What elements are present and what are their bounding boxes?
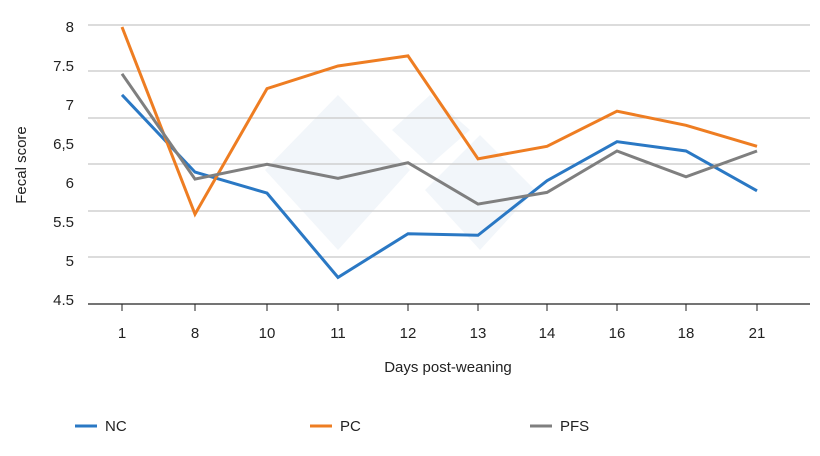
x-tick-label: 21	[749, 325, 766, 342]
y-axis-ticks: 8 7.5 7 6,5 6 5.5 5 4.5	[53, 19, 74, 309]
y-tick-label: 5.5	[53, 214, 74, 231]
x-axis-label: Days post-weaning	[384, 359, 512, 376]
x-tick-label: 13	[470, 325, 487, 342]
y-tick-label: 7.5	[53, 58, 74, 75]
y-tick-label: 4.5	[53, 292, 74, 309]
x-tick-label: 16	[609, 325, 626, 342]
x-tick-label: 8	[191, 325, 199, 342]
y-axis-label: Fecal score	[13, 126, 30, 204]
legend: NC PC PFS	[75, 418, 589, 435]
gridlines	[88, 25, 810, 304]
x-tick-label: 14	[539, 325, 556, 342]
x-tick-label: 12	[400, 325, 417, 342]
y-tick-label: 5	[66, 253, 74, 270]
y-tick-label: 6,5	[53, 136, 74, 153]
y-tick-label: 8	[66, 19, 74, 36]
x-tick-label: 1	[118, 325, 126, 342]
x-tick-label: 11	[330, 325, 346, 342]
legend-label: NC	[105, 418, 127, 435]
y-tick-label: 7	[66, 97, 74, 114]
x-tick-label: 10	[259, 325, 276, 342]
legend-label: PFS	[560, 418, 589, 435]
legend-label: PC	[340, 418, 361, 435]
x-tick-label: 18	[678, 325, 695, 342]
y-tick-label: 6	[66, 175, 74, 192]
